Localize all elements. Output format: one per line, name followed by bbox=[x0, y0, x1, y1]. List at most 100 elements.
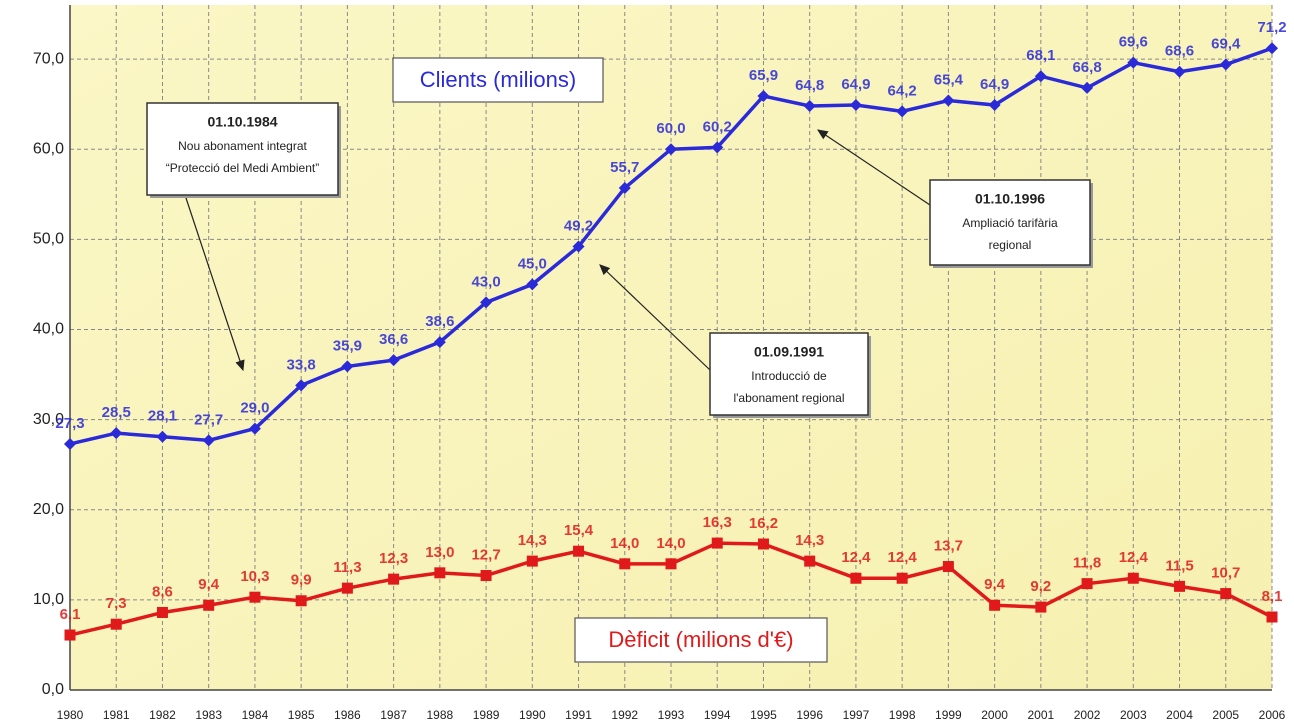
data-label: 35,9 bbox=[333, 337, 362, 354]
annotation-arrow bbox=[599, 264, 711, 371]
point bbox=[988, 99, 1001, 112]
point bbox=[942, 561, 954, 573]
point bbox=[156, 430, 169, 443]
legend-label: Clients (milions) bbox=[420, 67, 576, 92]
data-label: 64,9 bbox=[841, 76, 870, 93]
x-tick-label: 2001 bbox=[1027, 708, 1054, 722]
x-tick-label: 2005 bbox=[1212, 708, 1239, 722]
x-tick-label: 1985 bbox=[288, 708, 315, 722]
point bbox=[573, 545, 585, 557]
point bbox=[295, 379, 308, 392]
point bbox=[526, 555, 538, 567]
data-label: 64,9 bbox=[980, 76, 1009, 93]
x-tick-label: 1999 bbox=[935, 708, 962, 722]
annotation-text: “Protecció del Medi Ambient” bbox=[166, 161, 319, 175]
point bbox=[942, 94, 955, 107]
x-tick-label: 1994 bbox=[704, 708, 731, 722]
data-label: 11,8 bbox=[1073, 555, 1101, 572]
point bbox=[804, 555, 816, 567]
data-label: 16,3 bbox=[703, 514, 732, 531]
point bbox=[1173, 65, 1186, 78]
legend-label: Dèficit (milions d'€) bbox=[608, 627, 793, 652]
data-label: 14,3 bbox=[795, 532, 824, 549]
data-label: 9,9 bbox=[291, 572, 312, 589]
data-label: 49,2 bbox=[564, 218, 593, 235]
x-tick-label: 1989 bbox=[473, 708, 500, 722]
annotation-title: 01.10.1984 bbox=[207, 114, 277, 130]
point bbox=[711, 141, 724, 154]
data-label: 29,0 bbox=[240, 400, 269, 417]
point bbox=[850, 572, 862, 584]
x-tick-label: 2000 bbox=[981, 708, 1008, 722]
data-label: 12,7 bbox=[471, 547, 500, 564]
point bbox=[1081, 81, 1094, 94]
legend-box bbox=[392, 57, 604, 103]
x-tick-label: 2002 bbox=[1074, 708, 1101, 722]
point bbox=[665, 143, 677, 156]
data-label: 12,4 bbox=[888, 549, 918, 566]
data-label: 68,6 bbox=[1165, 43, 1194, 60]
y-tick-label: 40,0 bbox=[33, 321, 64, 338]
x-tick-label: 1998 bbox=[889, 708, 916, 722]
point bbox=[619, 558, 631, 570]
data-label: 64,2 bbox=[888, 82, 917, 99]
point bbox=[387, 354, 400, 367]
data-label: 66,8 bbox=[1072, 59, 1101, 76]
point bbox=[665, 558, 677, 570]
x-tick-label: 1990 bbox=[519, 708, 546, 722]
data-label: 60,0 bbox=[656, 120, 685, 137]
point bbox=[434, 567, 446, 579]
data-label: 64,8 bbox=[795, 77, 824, 94]
legend-box bbox=[574, 617, 828, 663]
data-label: 27,7 bbox=[194, 411, 223, 428]
point bbox=[1266, 611, 1278, 623]
point bbox=[341, 582, 353, 594]
y-tick-label: 10,0 bbox=[33, 591, 64, 608]
point bbox=[203, 599, 215, 611]
data-label: 10,3 bbox=[240, 568, 269, 585]
point bbox=[110, 427, 123, 440]
y-tick-label: 30,0 bbox=[33, 411, 64, 428]
x-tick-label: 1981 bbox=[103, 708, 130, 722]
point bbox=[480, 296, 493, 309]
x-tick-label: 1988 bbox=[426, 708, 453, 722]
annotation-text: Introducció de bbox=[751, 369, 827, 383]
point bbox=[757, 90, 770, 103]
point bbox=[1127, 572, 1139, 584]
x-tick-label: 1992 bbox=[611, 708, 638, 722]
point bbox=[526, 278, 539, 291]
annotation-title: 01.09.1991 bbox=[754, 344, 824, 360]
point bbox=[1174, 580, 1186, 592]
point bbox=[1266, 42, 1278, 55]
data-label: 60,2 bbox=[703, 118, 732, 135]
data-label: 9,4 bbox=[198, 576, 220, 593]
point bbox=[618, 181, 631, 194]
point bbox=[388, 573, 400, 585]
x-tick-label: 2003 bbox=[1120, 708, 1147, 722]
y-tick-label: 70,0 bbox=[33, 50, 64, 67]
point bbox=[202, 434, 215, 447]
point bbox=[295, 595, 307, 607]
point bbox=[1081, 578, 1093, 590]
point bbox=[110, 618, 122, 630]
data-label: 65,9 bbox=[749, 67, 778, 84]
x-tick-label: 1993 bbox=[658, 708, 685, 722]
y-tick-label: 60,0 bbox=[33, 140, 64, 157]
y-tick-label: 0,0 bbox=[42, 681, 64, 698]
x-tick-label: 1982 bbox=[149, 708, 176, 722]
point bbox=[989, 599, 1001, 611]
x-tick-label: 1997 bbox=[843, 708, 870, 722]
data-label: 38,6 bbox=[425, 313, 454, 330]
point bbox=[480, 570, 492, 582]
data-label: 33,8 bbox=[287, 356, 316, 373]
data-label: 16,2 bbox=[749, 515, 778, 532]
data-label: 14,0 bbox=[610, 535, 639, 552]
annotation-arrow bbox=[817, 129, 931, 206]
data-label: 12,4 bbox=[841, 549, 871, 566]
point bbox=[1220, 588, 1232, 600]
data-label: 9,4 bbox=[984, 576, 1006, 593]
point bbox=[896, 105, 909, 118]
point bbox=[757, 538, 769, 550]
data-label: 27,3 bbox=[55, 415, 84, 432]
